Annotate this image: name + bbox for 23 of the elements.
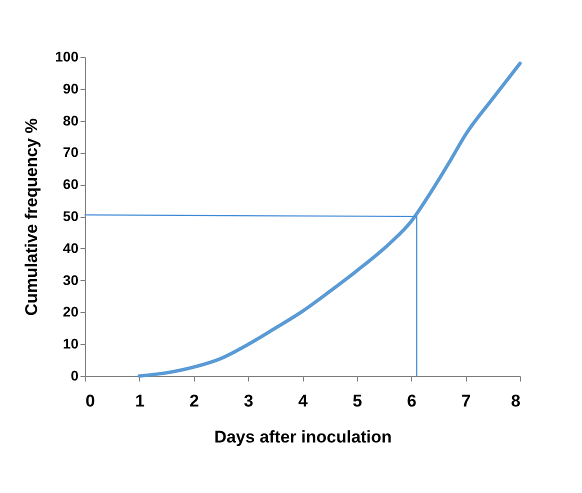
y-tick-label: 100 [55,48,79,64]
x-tick-label: 2 [190,392,199,410]
y-tick-label: 60 [62,176,79,192]
x-tick-label: 6 [407,392,416,410]
x-tick-label: 1 [135,392,145,410]
x-axis-title: Days after inoculation [214,428,392,446]
y-tick-label: 50 [62,208,79,224]
line-series [138,62,522,378]
y-tick-label: 80 [62,112,79,128]
x-tick-label: 0 [86,392,95,410]
x-tick-label: 8 [511,392,520,410]
x-tick-label: 5 [352,392,362,410]
y-tick-label: 30 [62,272,79,288]
x-tick-label: 4 [298,392,308,410]
x-tick-label: 3 [244,392,254,410]
y-tick-label: 0 [70,368,79,384]
y-tick-label: 70 [62,144,79,160]
y-axis-title: Cumulative frequency % [22,118,42,316]
x-tick-label: 7 [461,392,471,410]
y-tick-label: 40 [62,240,79,256]
y-tick-label: 90 [62,80,79,96]
y-tick-label: 10 [62,336,79,352]
y-tick-label: 20 [62,304,79,320]
